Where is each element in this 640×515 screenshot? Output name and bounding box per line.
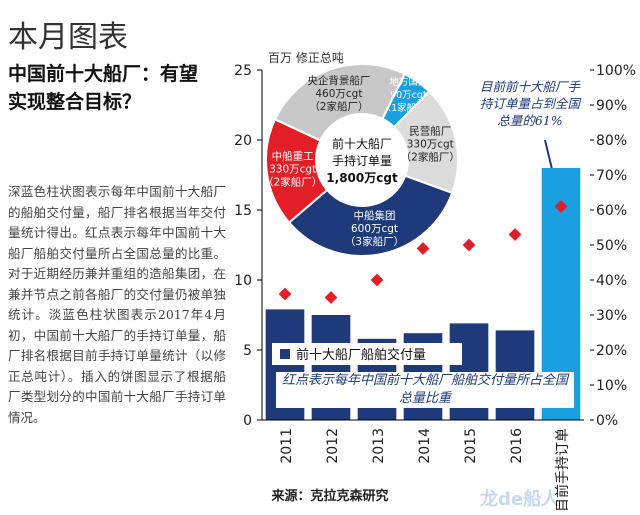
x-tick-label: 2016 — [509, 428, 525, 464]
pie-hole — [317, 115, 407, 205]
pie-label: 330万cgt — [407, 139, 454, 151]
pie-label: （2家船厂） — [309, 100, 368, 113]
y2-tick-label: 0% — [596, 413, 618, 429]
point — [462, 238, 476, 252]
point — [416, 242, 430, 255]
pie-label: （3家船厂） — [345, 235, 404, 248]
x-tick-label: 2011 — [279, 428, 295, 464]
pie-slice — [273, 63, 407, 142]
y-tick-label: 10 — [234, 273, 252, 289]
point — [278, 287, 292, 301]
y-tick-label: 0 — [243, 413, 252, 429]
legend-box — [272, 343, 462, 365]
pie-label: 民营船厂 — [409, 125, 451, 138]
x-tick-label: 2013 — [371, 428, 387, 464]
pie-label: 央企背景船厂 — [307, 74, 370, 87]
source: 来源：克拉克森研究 — [270, 488, 388, 504]
pie-label: 330万cgt — [269, 164, 316, 176]
pie-label: 90万cgt — [390, 90, 427, 101]
point — [324, 291, 338, 304]
watermark: 龙de船人 — [480, 488, 560, 510]
y2-tick-label: 40% — [596, 273, 627, 289]
body-text: 深蓝色柱状图表示每年中国前十大船厂的船舶交付量，船厂排名根据当年交付量统计得出。… — [8, 184, 226, 425]
y2-tick-label: 20% — [596, 343, 627, 359]
y-tick-label: 5 — [243, 343, 252, 359]
y-tick-label: 15 — [234, 203, 252, 219]
point — [508, 228, 522, 241]
x-tick-label: 2014 — [417, 428, 433, 464]
pie-label: 600万cgt — [351, 223, 398, 235]
y2-tick-label: 100% — [596, 63, 636, 79]
y2-tick-label: 10% — [596, 378, 627, 394]
y2-tick-label: 90% — [596, 98, 627, 114]
x-tick-label: 2012 — [325, 428, 341, 464]
x-tick-label: 2015 — [463, 428, 479, 464]
y-axis-label: 百万 修正总吨 — [268, 50, 344, 65]
annotation: 目前前十大船厂手持订单量占到全国总量的61% — [479, 79, 580, 128]
pie-slice — [287, 174, 454, 257]
pie-center-label: 前十大船厂 — [332, 136, 392, 151]
page-title: 本月图表 — [8, 20, 128, 55]
pie-label: （2家船厂） — [401, 151, 460, 164]
y-tick-label: 25 — [234, 63, 252, 79]
pie-label: 460万cgt — [315, 88, 362, 100]
y2-tick-label: 70% — [596, 168, 627, 184]
y-tick-label: 20 — [234, 133, 252, 149]
headline: 中国前十大船厂：有望实现整合目标？ — [8, 63, 199, 113]
pie-label: 中船重工 — [272, 150, 314, 163]
y2-tick-label: 80% — [596, 133, 627, 149]
legend-label: 前十大船厂船舶交付量 — [296, 347, 426, 363]
y2-tick-label: 30% — [596, 308, 627, 324]
point — [370, 273, 384, 287]
pie-label: 中船集团 — [354, 209, 396, 222]
y2-tick-label: 50% — [596, 238, 627, 254]
legend-swatch — [280, 349, 290, 359]
pie-label: 地方国企 — [389, 76, 428, 88]
annotation: 红点表示每年中国前十大船厂船舶交付量所占全国总量比重 — [276, 372, 574, 408]
y2-tick-label: 60% — [596, 203, 627, 219]
pie-center-label: 1,800万cgt — [326, 171, 398, 185]
pie-slice — [265, 118, 329, 224]
pie-center-label: 手持订单量 — [332, 153, 392, 168]
x-tick-label: 目前手持订单 — [554, 428, 571, 512]
pie-label: （2家船厂） — [263, 176, 322, 189]
